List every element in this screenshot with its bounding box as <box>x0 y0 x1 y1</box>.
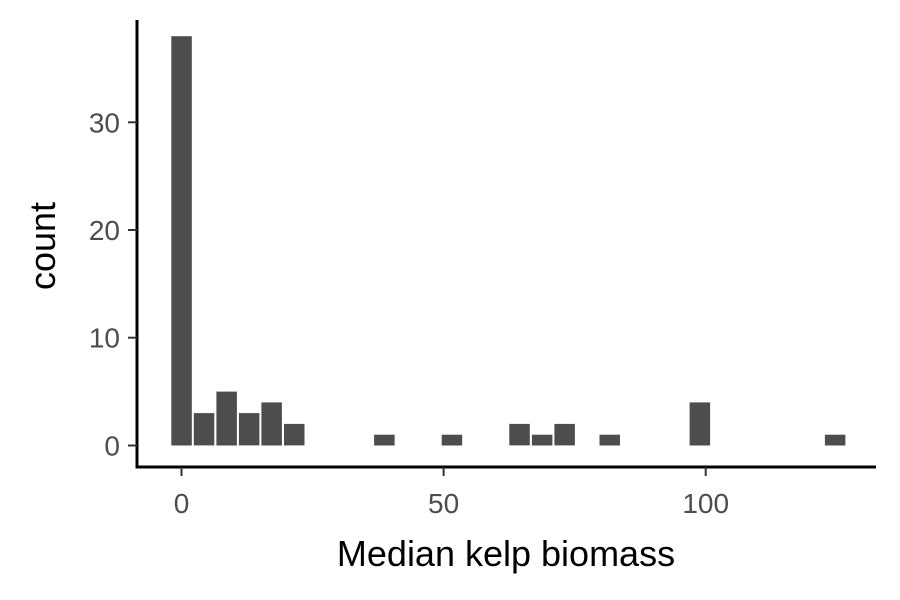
x-axis-title: Median kelp biomass <box>337 533 675 574</box>
histogram-bar <box>238 413 260 446</box>
histogram-bar <box>509 423 530 446</box>
x-tick-label: 100 <box>682 488 729 519</box>
histogram-bar <box>554 423 575 446</box>
x-axis-ticks: 0 50 100 <box>174 467 729 519</box>
histogram-bar <box>171 36 192 446</box>
y-tick-label: 30 <box>89 107 120 138</box>
histogram-bar <box>193 413 215 446</box>
histogram-bar <box>284 423 305 446</box>
histogram-bar <box>689 402 711 446</box>
x-tick-label: 0 <box>174 488 190 519</box>
y-axis-title: count <box>22 202 63 290</box>
histogram-bar <box>531 434 553 446</box>
histogram-bar <box>599 434 620 446</box>
y-axis-ticks: 0 10 20 30 <box>89 107 137 462</box>
y-tick-label: 10 <box>89 323 120 354</box>
histogram-bars <box>171 36 846 446</box>
histogram-bar <box>261 402 282 446</box>
x-tick-label: 50 <box>428 488 459 519</box>
y-tick-label: 0 <box>104 431 120 462</box>
histogram-bar <box>374 434 395 446</box>
histogram-bar <box>441 434 463 446</box>
histogram-bar <box>216 391 237 446</box>
histogram-bar <box>824 434 846 446</box>
y-tick-label: 20 <box>89 215 120 246</box>
